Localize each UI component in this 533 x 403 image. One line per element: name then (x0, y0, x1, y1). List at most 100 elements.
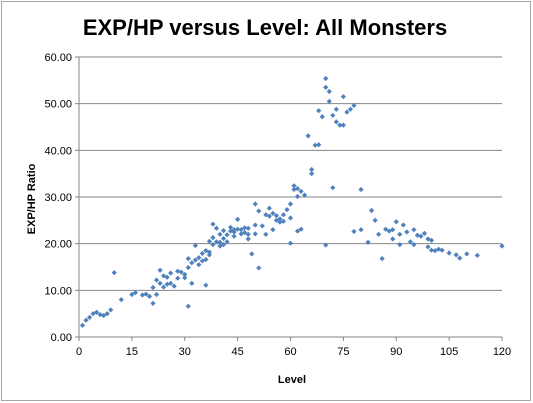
data-point (270, 210, 276, 216)
data-point (273, 213, 279, 219)
data-point (252, 222, 258, 228)
data-point (270, 227, 276, 233)
data-point (245, 231, 251, 237)
data-point (210, 235, 216, 241)
data-point (185, 264, 191, 271)
data-point (153, 277, 160, 283)
y-axis-label: EXP/HP Ratio (26, 163, 38, 234)
data-point (206, 249, 213, 255)
y-axis-ticks: 0.00 10.00 20.00 30.00 40.00 50.00 60.00 (44, 52, 79, 344)
x-tick-label: 0 (76, 346, 82, 358)
data-point (203, 282, 209, 288)
data-point (185, 303, 191, 309)
data-point (168, 270, 174, 276)
data-point (372, 217, 378, 223)
data-point (252, 231, 258, 237)
data-point (323, 75, 329, 82)
data-point (390, 227, 396, 233)
data-point (182, 271, 188, 278)
data-point (397, 231, 403, 237)
data-point (358, 186, 364, 193)
data-point (291, 186, 297, 193)
data-point (192, 257, 198, 263)
data-point (312, 142, 318, 148)
y-tick-label: 20.00 (44, 239, 72, 251)
x-tick-label: 30 (179, 346, 191, 358)
data-point (316, 142, 322, 148)
data-point (217, 239, 223, 245)
data-point (390, 236, 396, 242)
data-point (333, 106, 339, 112)
data-point (337, 122, 343, 128)
data-point (428, 237, 435, 243)
data-point (400, 222, 406, 228)
data-point (153, 291, 160, 298)
data-point (474, 252, 480, 258)
data-point (182, 275, 188, 281)
data-point (319, 114, 325, 120)
data-point (309, 166, 315, 173)
data-point (146, 293, 153, 299)
x-axis-ticks: 0 15 30 45 60 75 90 105 120 (76, 337, 511, 358)
data-point (266, 205, 272, 211)
data-point (404, 229, 410, 235)
data-point (277, 219, 283, 225)
data-point (330, 185, 336, 191)
data-point (210, 242, 216, 248)
data-point (231, 229, 237, 235)
data-point (157, 267, 163, 273)
data-point (263, 231, 269, 237)
data-point (421, 230, 428, 236)
data-point (347, 106, 354, 112)
data-point (94, 309, 100, 315)
y-tick-label: 40.00 (44, 145, 72, 157)
data-point (379, 256, 385, 262)
data-point (101, 312, 107, 319)
gridlines (79, 56, 502, 291)
data-point (368, 207, 375, 214)
data-point (168, 280, 174, 286)
y-tick-label: 10.00 (44, 285, 72, 297)
data-point (164, 274, 170, 280)
data-point (196, 262, 202, 268)
data-point (171, 283, 177, 289)
data-point (227, 224, 234, 230)
data-point (453, 252, 459, 258)
data-point (464, 251, 470, 257)
data-point (428, 247, 435, 253)
data-point (242, 225, 248, 231)
x-tick-label: 60 (284, 346, 296, 358)
data-point (439, 247, 445, 253)
data-point (217, 231, 223, 237)
data-point (203, 256, 209, 263)
data-point (175, 275, 181, 281)
data-point (213, 225, 220, 231)
data-point (249, 251, 255, 257)
data-point (189, 260, 195, 266)
data-point (330, 112, 336, 118)
data-point (256, 265, 262, 271)
data-point (129, 291, 135, 298)
data-point (97, 312, 103, 318)
data-point (425, 236, 431, 242)
data-point (326, 98, 332, 104)
data-point (220, 242, 227, 248)
data-point (111, 270, 117, 276)
data-point (309, 171, 315, 177)
data-point (305, 133, 311, 139)
data-point (411, 242, 417, 248)
data-point (344, 109, 350, 115)
data-point (252, 201, 258, 207)
data-point (277, 216, 283, 222)
data-point (393, 219, 399, 225)
x-axis-label: Level (278, 374, 306, 386)
y-tick-label: 60.00 (44, 52, 72, 64)
x-tick-label: 45 (232, 346, 244, 358)
data-point (340, 94, 346, 100)
data-point (284, 207, 290, 213)
data-point (83, 317, 89, 323)
data-point (235, 226, 241, 232)
chart-title: EXP/HP versus Level: All Monsters (83, 15, 447, 40)
data-point (273, 217, 279, 223)
x-tick-label: 105 (440, 346, 458, 358)
